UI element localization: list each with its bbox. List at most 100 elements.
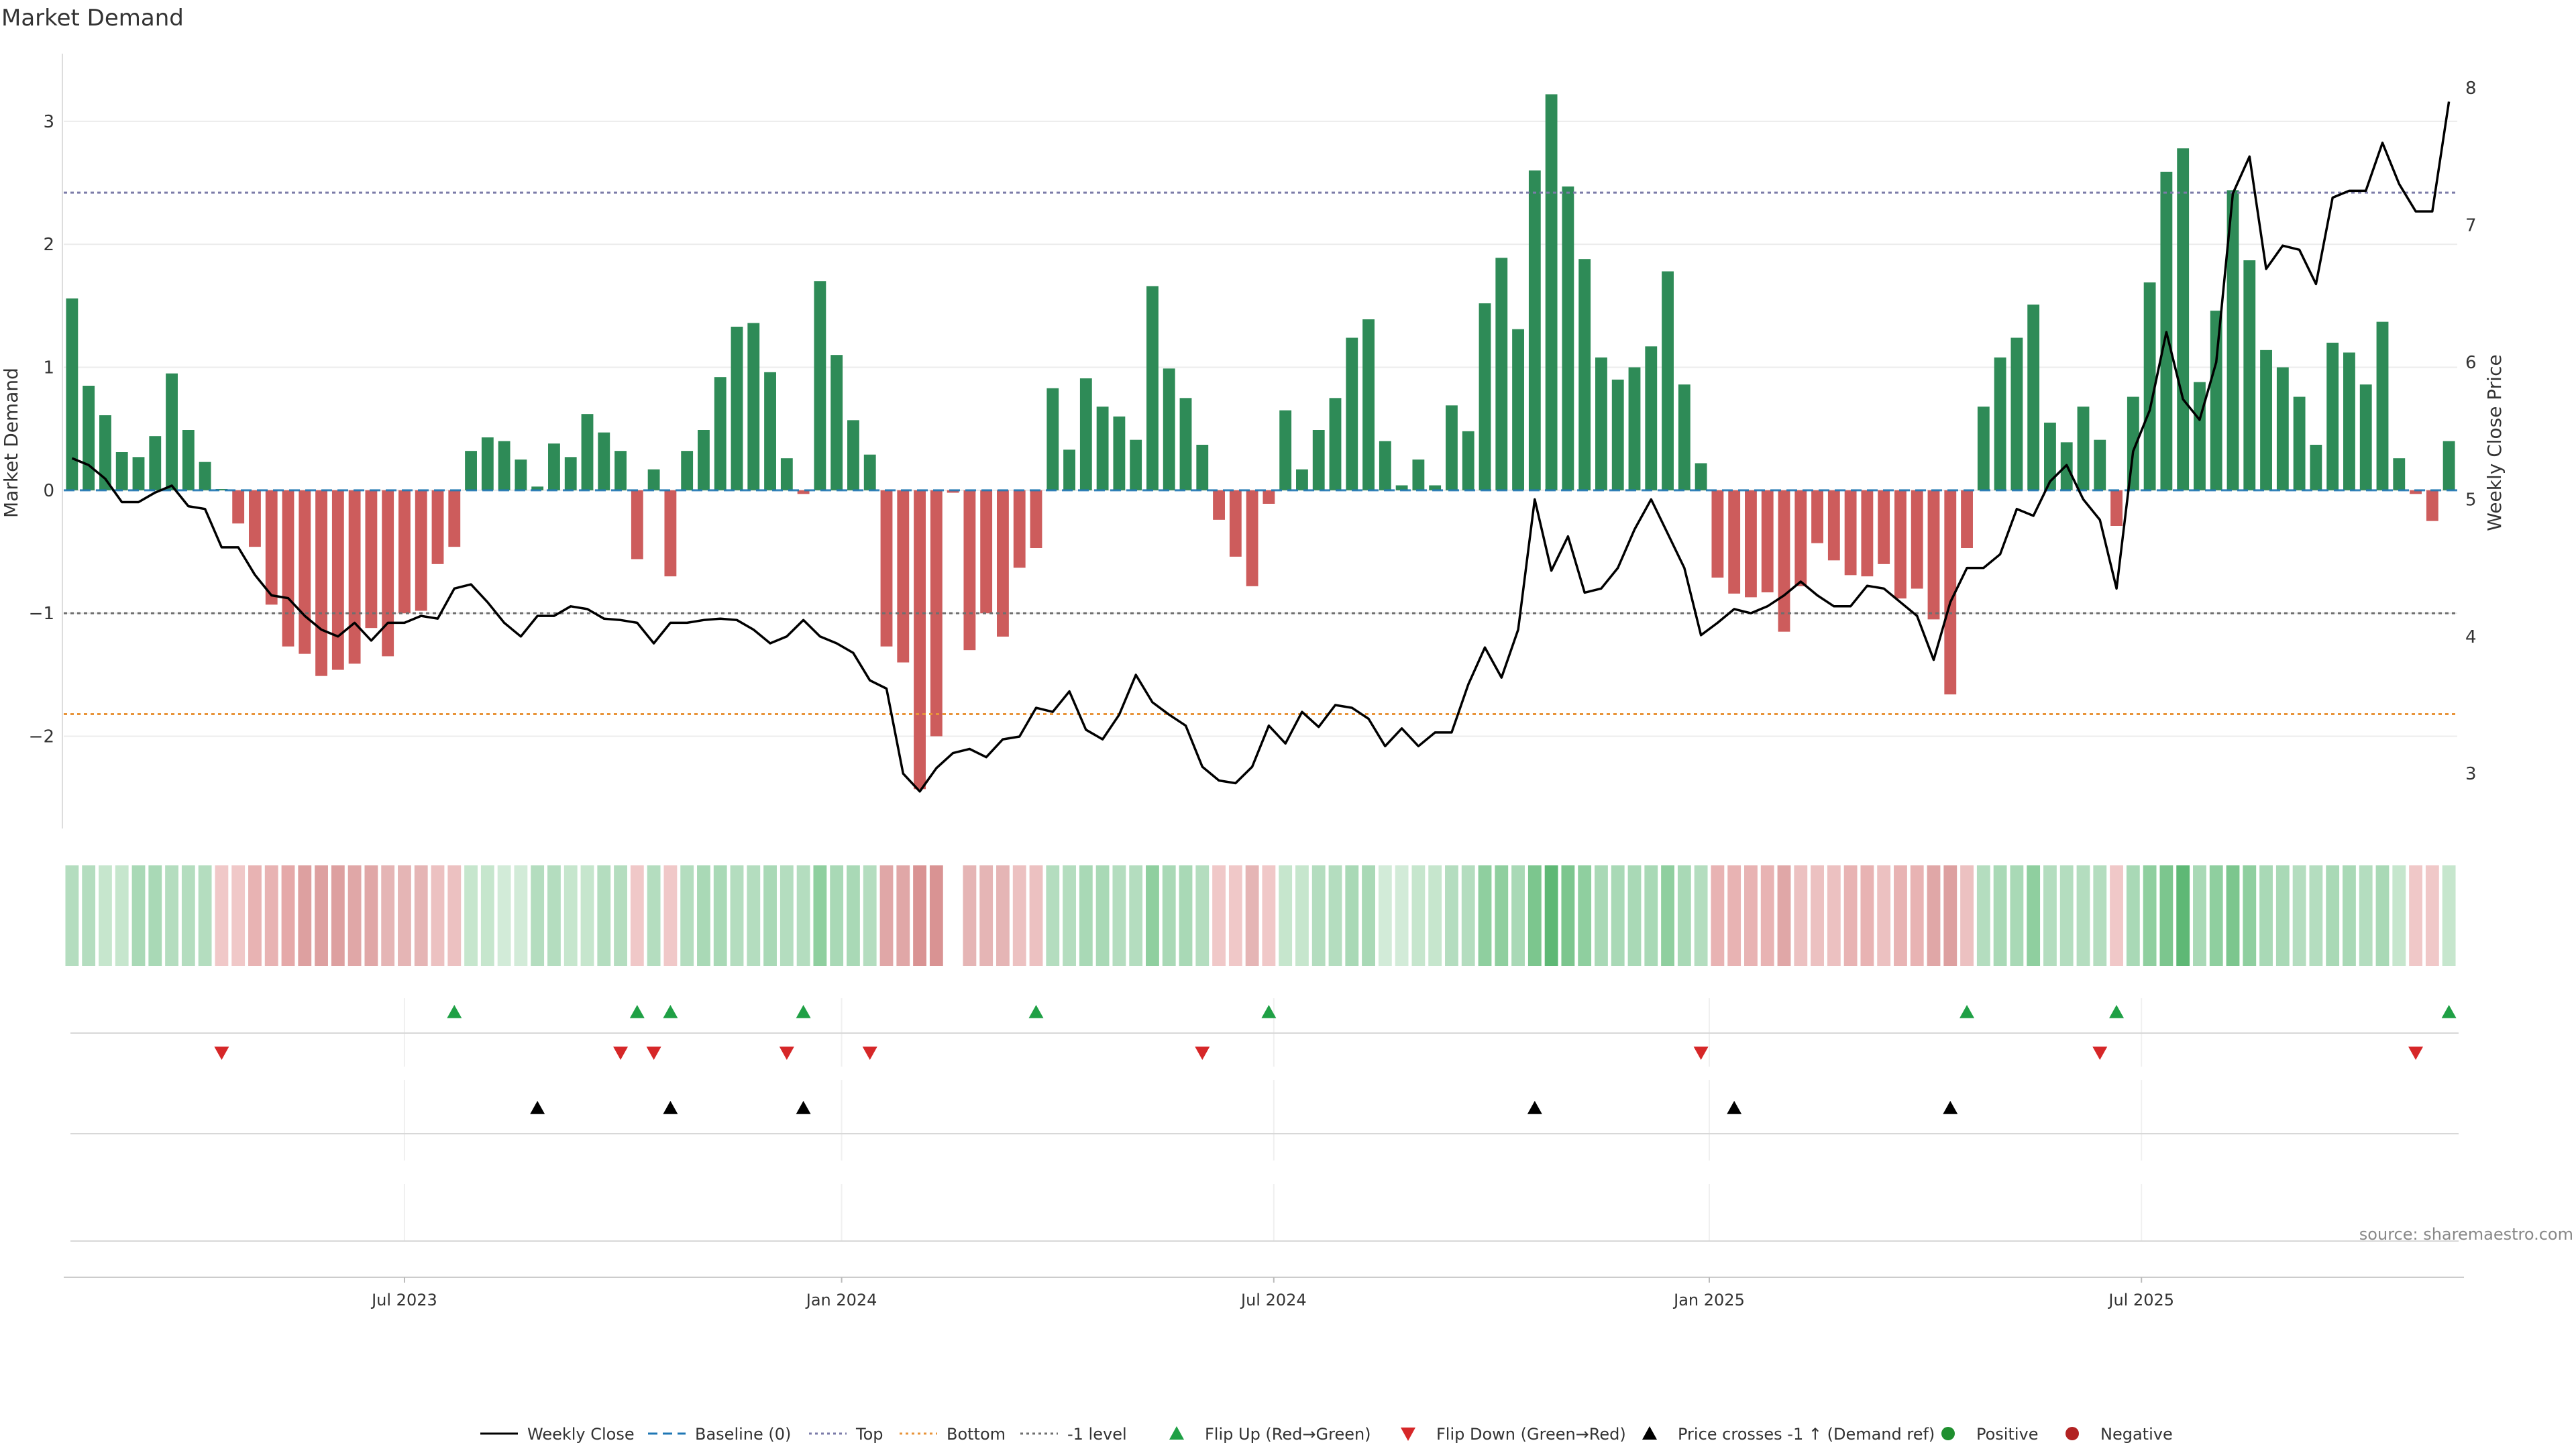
flip-down-marker (214, 1046, 229, 1060)
flip-down-marker (2092, 1046, 2108, 1060)
demand-bar (1545, 94, 1558, 490)
strip-cell (1694, 865, 1708, 966)
legend-label: Price crosses -1 ↑ (Demand ref) (1678, 1425, 1935, 1444)
demand-bar (1778, 490, 1790, 632)
legend-swatch-circle (1941, 1427, 1955, 1440)
strip-cell (2143, 865, 2157, 966)
chart-title: Market Demand (1, 5, 184, 32)
strip-cell (1993, 865, 2007, 966)
demand-bar (2359, 384, 2372, 490)
demand-bar (199, 462, 211, 490)
demand-heat-strip (65, 865, 2456, 966)
demand-bar (1113, 416, 1126, 490)
demand-bar (2143, 282, 2156, 490)
demand-bar (66, 298, 78, 490)
demand-bar (863, 454, 876, 490)
strip-cell (614, 865, 627, 966)
strip-cell (1328, 865, 1342, 966)
strip-cell (680, 865, 694, 966)
main-panel: 3 2 1 0 −1 −2 8 7 6 5 4 3 (29, 54, 2477, 828)
legend-item: Flip Down (Green→Red) (1401, 1425, 1626, 1444)
demand-bar (1395, 485, 1408, 490)
strip-cell (298, 865, 312, 966)
demand-bar (415, 490, 427, 611)
demand-bar (315, 490, 327, 676)
legend-label: Negative (2100, 1425, 2173, 1444)
strip-cell (697, 865, 710, 966)
demand-bar (249, 490, 261, 547)
demand-bar (2260, 350, 2272, 490)
strip-cell (2226, 865, 2240, 966)
strip-cell (1063, 865, 1076, 966)
price-cross-marker (1943, 1101, 1958, 1114)
flip-down-marker (2408, 1046, 2424, 1060)
legend-swatch-triangle-up (1169, 1426, 1184, 1440)
strip-cell (1943, 865, 1957, 966)
demand-bar (897, 490, 910, 663)
strip-cell (398, 865, 411, 966)
strip-cell (2193, 865, 2206, 966)
strip-cell (597, 865, 611, 966)
demand-bar (2443, 441, 2455, 490)
strip-cell (996, 865, 1010, 966)
strip-cell (1195, 865, 1210, 966)
demand-bar (698, 430, 710, 490)
demand-bar (1030, 490, 1042, 548)
demand-bar (1961, 490, 1973, 548)
flip-up-marker (663, 1005, 678, 1018)
demand-bar (348, 490, 361, 664)
demand-bar (1296, 469, 1308, 490)
strip-cell (2343, 865, 2356, 966)
demand-bar (1512, 329, 1524, 490)
demand-bar (1745, 490, 1757, 598)
demand-bar (1811, 490, 1823, 543)
demand-bar (2094, 439, 2106, 490)
demand-bar (764, 372, 776, 490)
y-tick-label: −2 (29, 727, 54, 747)
flip-up-marker (447, 1005, 462, 1018)
strip-cell (1395, 865, 1409, 966)
demand-bar (448, 490, 461, 547)
strip-cell (1595, 865, 1608, 966)
strip-cell (1544, 865, 1558, 966)
demand-bar (581, 414, 594, 490)
demand-bar (1578, 259, 1591, 490)
demand-bar (2194, 382, 2206, 490)
strip-cell (1311, 865, 1326, 966)
demand-bar (1412, 460, 1425, 490)
strip-cell (1245, 865, 1259, 966)
demand-bar (963, 490, 976, 651)
demand-bar (2077, 407, 2090, 490)
demand-bar (2343, 352, 2355, 490)
strip-cell (1727, 865, 1741, 966)
demand-bar (797, 490, 810, 494)
demand-bar (2010, 337, 2023, 490)
strip-cell (2076, 865, 2090, 966)
legend-label: Flip Up (Red→Green) (1205, 1425, 1371, 1444)
demand-bar (1894, 490, 1907, 599)
demand-bar (365, 490, 378, 629)
strip-cell (564, 865, 578, 966)
strip-cell (1411, 865, 1426, 966)
demand-bar (1229, 490, 1242, 557)
demand-bar (382, 490, 394, 657)
demand-bar (830, 355, 843, 490)
strip-cell (1843, 865, 1858, 966)
strip-cell (248, 865, 262, 966)
demand-bar (598, 432, 610, 490)
strip-cell (1262, 865, 1276, 966)
demand-bar (1246, 490, 1258, 586)
strip-cell (547, 865, 561, 966)
strip-cell (331, 865, 345, 966)
demand-bar (1462, 431, 1474, 490)
demand-bar (2044, 423, 2056, 490)
price-cross-marker (530, 1101, 545, 1114)
strip-cell (796, 865, 810, 966)
strip-cell (264, 865, 278, 966)
strip-cell (381, 865, 395, 966)
demand-bar (1761, 490, 1774, 592)
demand-bar (1944, 490, 1957, 695)
strip-cell (946, 865, 960, 966)
strip-cell (2093, 865, 2107, 966)
demand-bar (431, 490, 444, 564)
